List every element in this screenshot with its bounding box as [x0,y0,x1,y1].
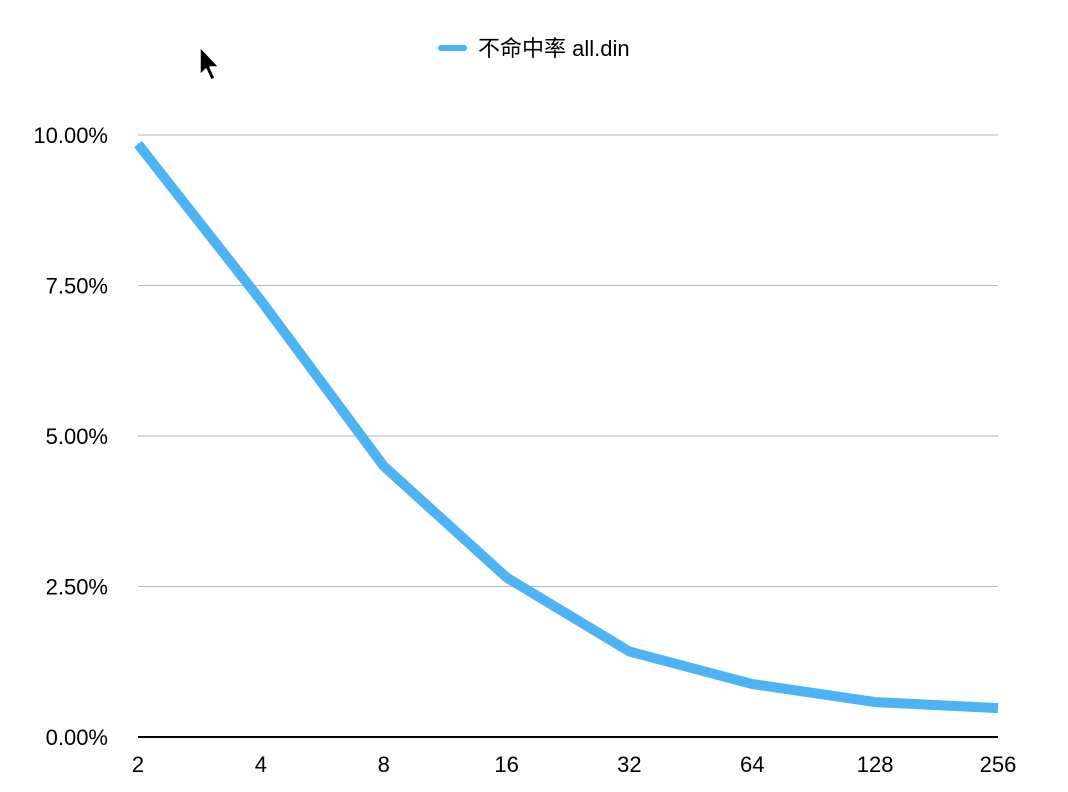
series-group [134,140,999,714]
y-tick-label: 10.00% [33,123,108,148]
data-point [874,701,876,703]
x-tick-label: 256 [980,752,1017,777]
data-point [383,465,385,467]
x-tick-label: 64 [740,752,764,777]
data-point [628,651,630,653]
grid [138,134,998,738]
mouse-pointer-icon [199,46,220,81]
data-point [137,143,139,145]
data-point [751,683,753,685]
legend-label: 不命中率 all.din [478,36,630,61]
y-tick-label: 7.50% [46,274,108,299]
data-point [260,300,262,302]
x-tick-label: 4 [255,752,267,777]
x-tick-label: 8 [378,752,390,777]
y-tick-label: 0.00% [46,725,108,750]
legend: 不命中率 all.din [438,36,630,61]
data-point [506,576,508,578]
series-line [134,140,999,714]
x-tick-label: 32 [617,752,641,777]
x-tick-label: 2 [132,752,144,777]
x-tick-label: 16 [494,752,518,777]
data-point [997,707,999,709]
x-axis-ticks: 2 4 8 16 32 64 128 256 [132,752,1016,777]
y-tick-label: 2.50% [46,575,108,600]
x-tick-label: 128 [857,752,894,777]
y-tick-label: 5.00% [46,424,108,449]
y-axis-ticks: 0.00% 2.50% 5.00% 7.50% 10.00% [33,123,108,750]
